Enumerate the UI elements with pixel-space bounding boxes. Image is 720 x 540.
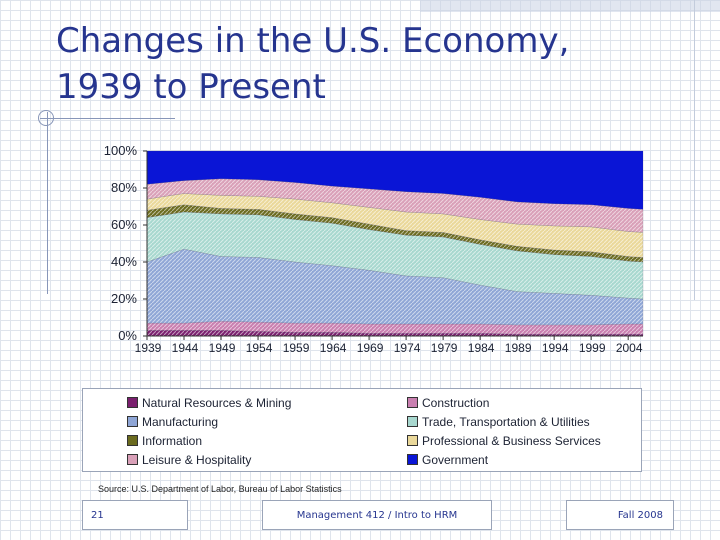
stacked-area-chart: 0% 20% 40% 60% 80% 100% 1939 1944 1949 1954 1959 19…: [104, 143, 644, 355]
y-tick-label: 40%: [111, 254, 137, 269]
legend-item-natural-resources-mining: Natural Resources & Mining: [127, 396, 291, 410]
x-tick-label: 1999: [579, 341, 606, 355]
legend-label: Manufacturing: [142, 415, 219, 429]
legend-swatch: [127, 416, 138, 427]
x-tick-label: 1969: [357, 341, 384, 355]
slide-title-line-1: Changes in the U.S. Economy,: [56, 21, 570, 61]
legend-item-trade-transportation-utilities: Trade, Transportation & Utilities: [407, 415, 590, 429]
decorative-line: [694, 0, 695, 300]
x-tick-label: 1954: [246, 341, 273, 355]
legend-swatch: [127, 397, 138, 408]
legend-item-manufacturing: Manufacturing: [127, 415, 218, 429]
legend-item-leisure-hospitality: Leisure & Hospitality: [127, 453, 251, 467]
slide-title-line-2: 1939 to Present: [56, 67, 326, 107]
x-tick-label: 1959: [283, 341, 310, 355]
y-tick-label: 80%: [111, 180, 137, 195]
chart-legend: Natural Resources & Mining Construction Ma…: [82, 388, 642, 472]
y-tick-label: 20%: [111, 291, 137, 306]
y-tick-label: 100%: [104, 143, 138, 158]
legend-swatch: [407, 454, 418, 465]
decorative-circle: [38, 110, 54, 126]
x-tick-label: 1989: [505, 341, 532, 355]
area-series-government: [146, 150, 644, 210]
y-tick-label: 60%: [111, 217, 137, 232]
x-tick-label: 2004: [616, 341, 643, 355]
decorative-band: [420, 0, 720, 12]
footer-course-name: Management 412 / Intro to HRM: [262, 500, 492, 530]
slide-title: Changes in the U.S. Economy, 1939 to Pre…: [56, 18, 656, 110]
legend-label: Information: [142, 434, 203, 448]
x-tick-label: 1949: [209, 341, 236, 355]
x-tick-label: 1964: [320, 341, 347, 355]
x-tick-label: 1984: [468, 341, 495, 355]
x-tick-label: 1944: [172, 341, 199, 355]
x-tick-label: 1979: [431, 341, 458, 355]
y-tick-label: 0%: [118, 328, 137, 343]
legend-label: Leisure & Hospitality: [142, 453, 252, 467]
legend-label: Construction: [422, 396, 490, 410]
footer-term: Fall 2008: [566, 500, 674, 530]
source-note: Source: U.S. Department of Labor, Bureau…: [98, 484, 342, 494]
legend-item-construction: Construction: [407, 396, 489, 410]
legend-swatch: [127, 454, 138, 465]
legend-item-government: Government: [407, 453, 488, 467]
x-tick-label: 1974: [394, 341, 421, 355]
legend-label: Government: [422, 453, 489, 467]
legend-label: Natural Resources & Mining: [142, 396, 292, 410]
legend-label: Trade, Transportation & Utilities: [422, 415, 590, 429]
x-tick-label: 1939: [135, 341, 162, 355]
legend-label: Professional & Business Services: [422, 434, 601, 448]
legend-swatch: [407, 416, 418, 427]
legend-swatch: [407, 435, 418, 446]
legend-item-information: Information: [127, 434, 202, 448]
legend-swatch: [127, 435, 138, 446]
legend-swatch: [407, 397, 418, 408]
legend-item-professional-business-services: Professional & Business Services: [407, 434, 601, 448]
decorative-line: [47, 112, 48, 294]
x-tick-label: 1994: [542, 341, 569, 355]
footer-slide-number: 21: [82, 500, 188, 530]
decorative-line: [40, 118, 175, 119]
